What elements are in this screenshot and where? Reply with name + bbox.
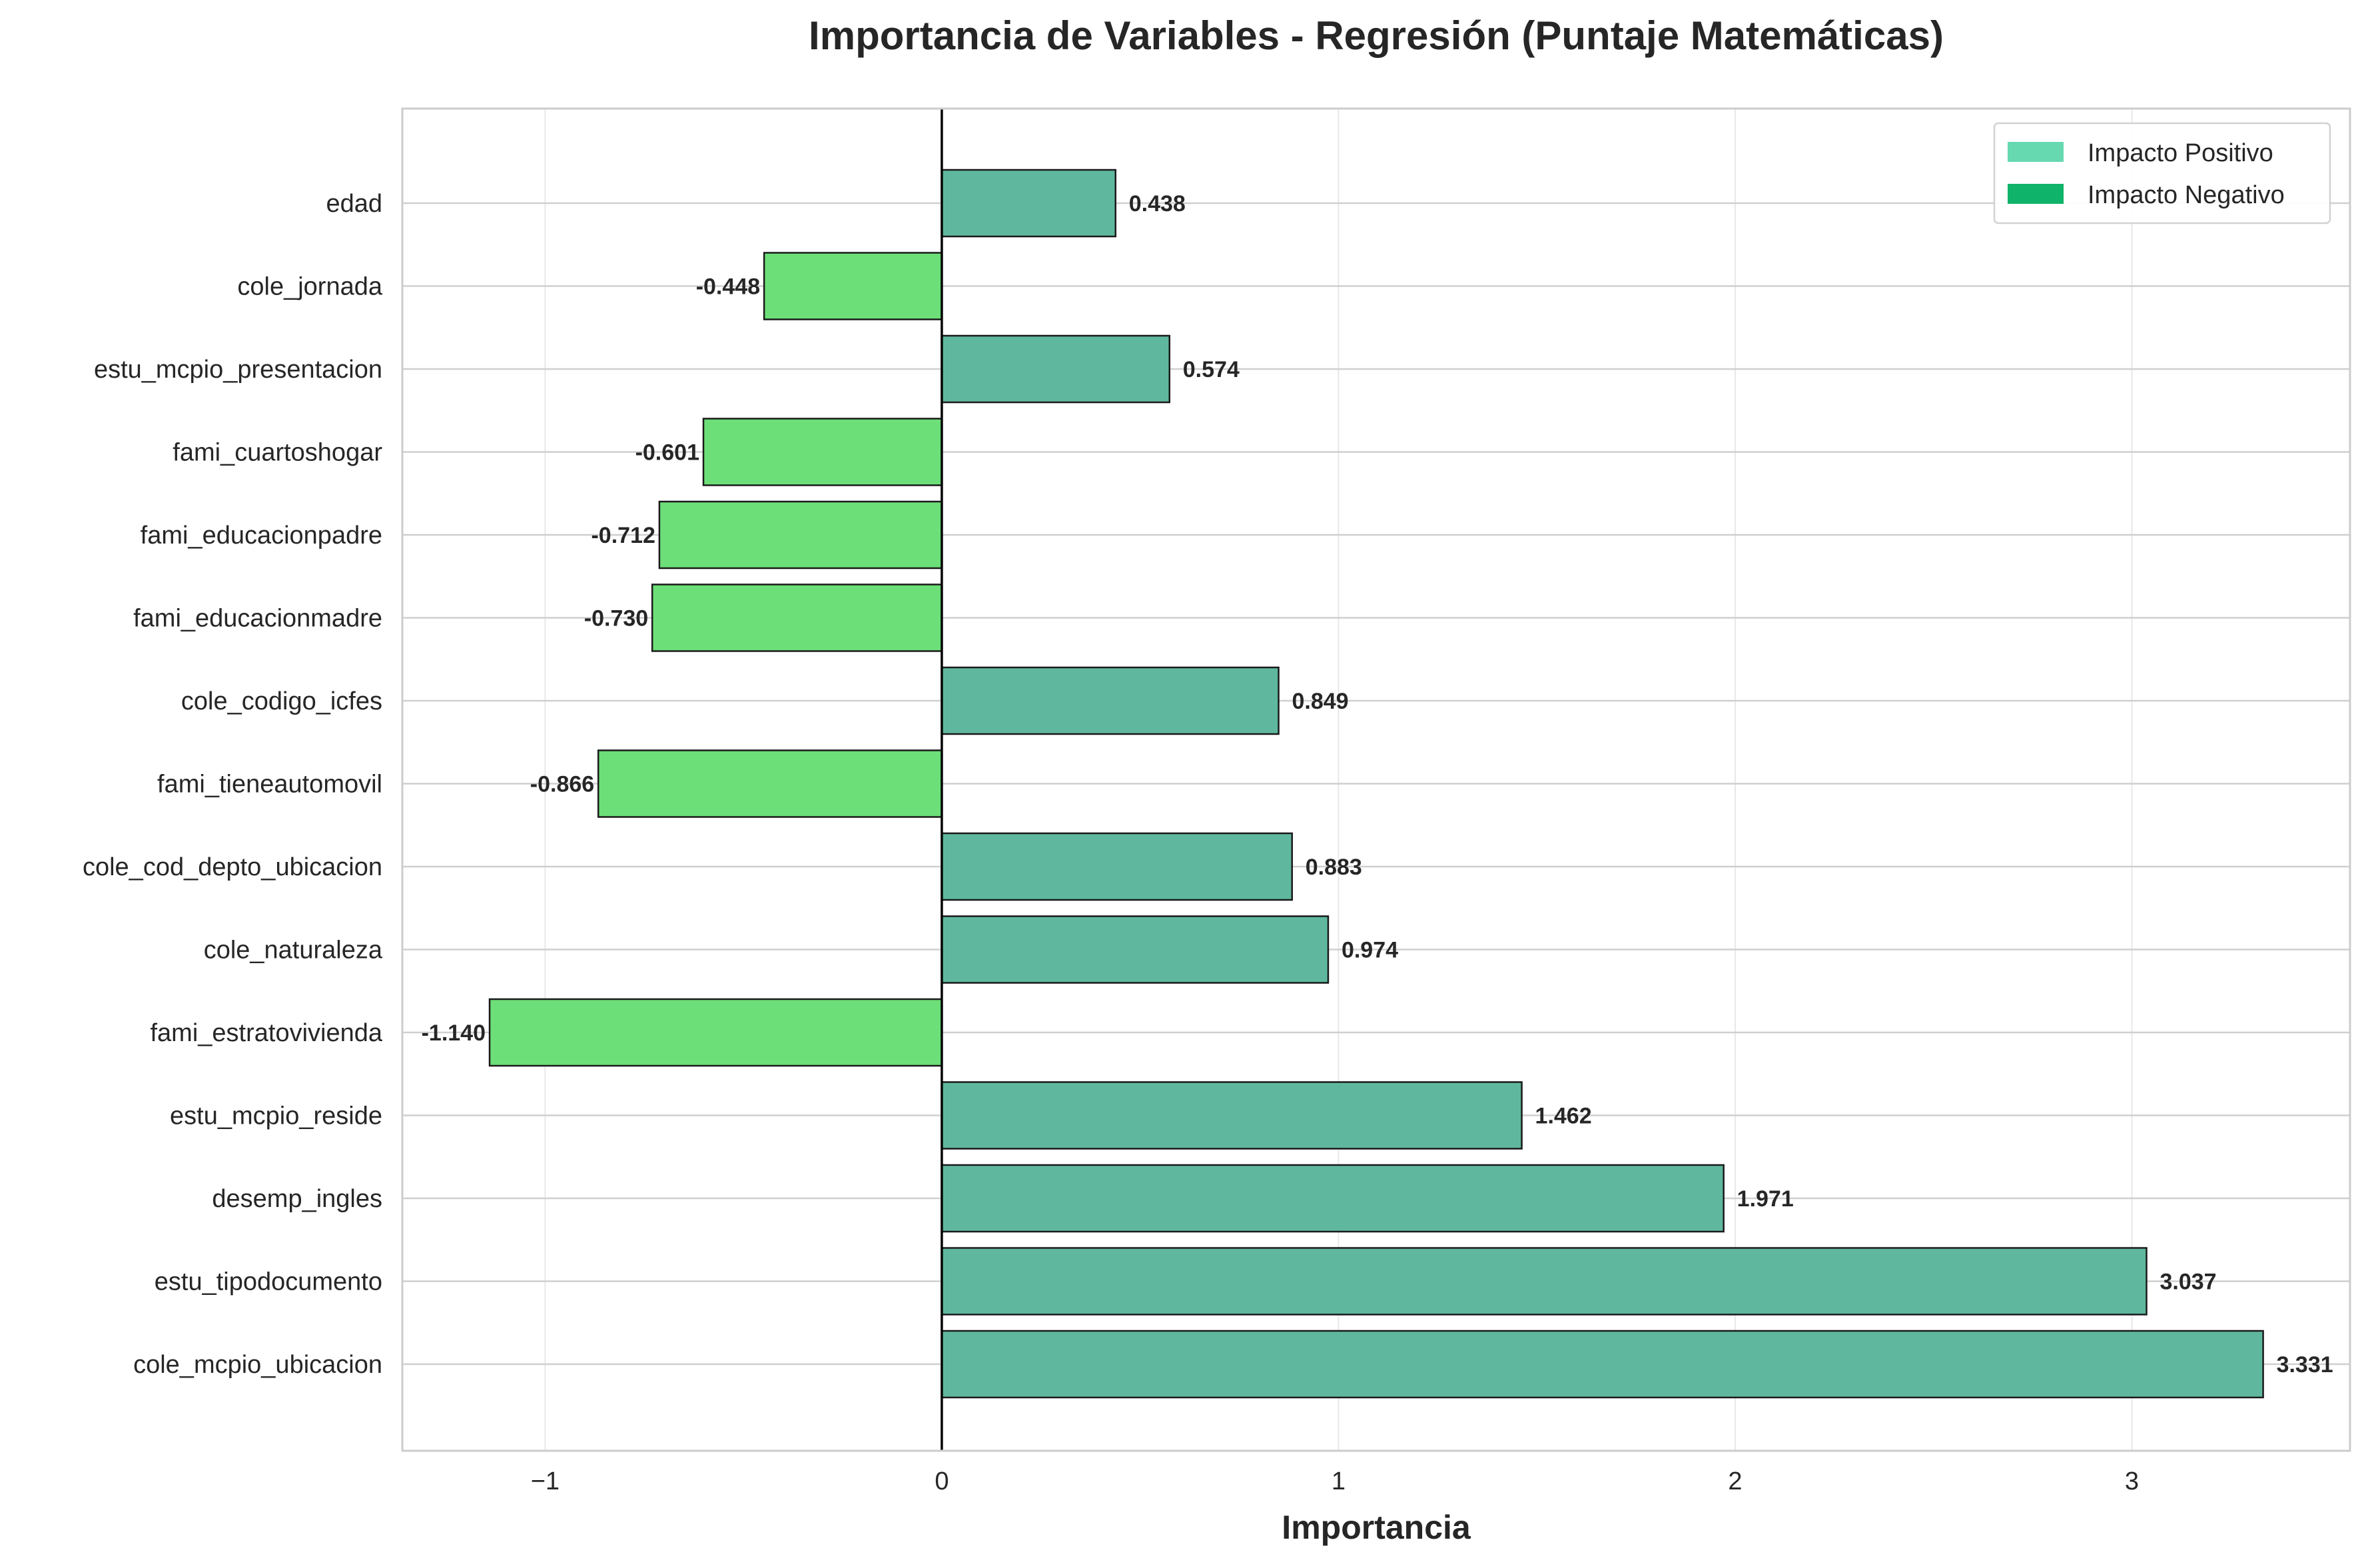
bar-cole_mcpio_ubicacion: [941, 1330, 2264, 1399]
legend-box: [1993, 122, 2331, 224]
y-tick-label: estu_mcpio_reside: [170, 1102, 382, 1130]
legend: Impacto Positivo Impacto Negativo: [1993, 122, 2331, 224]
value-label: 0.438: [1129, 191, 1186, 216]
bar-desemp_ingles: [941, 1164, 1725, 1233]
y-tick-label: fami_tieneautomovil: [157, 771, 382, 799]
value-label: 0.974: [1342, 938, 1398, 963]
bar-estu_tipodocumento: [941, 1247, 2148, 1316]
bar-fami_tieneautomovil: [597, 749, 943, 818]
y-tick-label: cole_jornada: [237, 273, 382, 301]
x-axis-label: Importancia: [1282, 1509, 1471, 1546]
legend-label: Impacto Positivo: [2088, 139, 2273, 167]
value-label: 0.849: [1292, 689, 1349, 714]
value-label: 3.037: [2160, 1270, 2216, 1295]
x-tick-label: 3: [2125, 1467, 2139, 1495]
value-label: 1.462: [1535, 1104, 1592, 1129]
value-label: 0.883: [1306, 855, 1362, 880]
bar-estu_mcpio_reside: [941, 1081, 1523, 1150]
value-label: -0.866: [530, 772, 594, 797]
x-tick-label: 2: [1728, 1467, 1742, 1495]
bar-fami_educacionpadre: [658, 500, 943, 570]
y-tick-label: fami_estratovivienda: [150, 1019, 382, 1047]
value-label: 3.331: [2277, 1352, 2333, 1377]
y-tick-label: estu_tipodocumento: [155, 1268, 382, 1296]
bar-cole_jornada: [763, 252, 943, 320]
value-label: -1.140: [422, 1020, 486, 1046]
value-label: -0.601: [635, 440, 699, 466]
value-label: -0.712: [591, 523, 655, 548]
bar-fami_estratovivienda: [488, 998, 943, 1067]
value-label: -0.730: [584, 606, 648, 631]
bar-fami_educacionmadre: [651, 584, 943, 652]
bar-fami_cuartoshogar: [702, 418, 943, 486]
value-label: 0.574: [1183, 357, 1240, 382]
bar-cole_codigo_icfes: [941, 666, 1280, 735]
value-label: 1.971: [1737, 1186, 1794, 1212]
legend-swatch: [2008, 184, 2064, 204]
y-tick-label: fami_cuartoshogar: [173, 439, 382, 467]
bar-cole_cod_depto_ubicacion: [941, 832, 1293, 901]
y-tick-label: cole_cod_depto_ubicacion: [83, 853, 382, 881]
value-label: -0.448: [696, 274, 760, 300]
bar-cole_naturaleza: [941, 915, 1330, 984]
y-tick-label: edad: [326, 190, 382, 218]
axes-frame: [401, 107, 2351, 1452]
y-tick-label: cole_mcpio_ubicacion: [133, 1351, 382, 1379]
y-tick-label: estu_mcpio_presentacion: [94, 356, 382, 384]
x-tick-label: −1: [531, 1467, 560, 1495]
y-tick-label: fami_educacionmadre: [133, 605, 382, 633]
plot-area: 0.438 -0.448 0.574 -0.601 -0.712 -0.730 0.849 -…: [83, 107, 2351, 1495]
y-tick-label: desemp_ingles: [212, 1185, 382, 1213]
legend-label: Impacto Negativo: [2088, 181, 2285, 209]
bar-edad: [941, 169, 1116, 238]
bar-estu_mcpio_presentacion: [941, 334, 1170, 404]
chart-title: Importancia de Variables - Regresión (Pu…: [809, 13, 1944, 58]
y-tick-label: fami_educacionpadre: [141, 522, 382, 550]
legend-swatch: [2008, 142, 2064, 162]
x-tick-label: 0: [935, 1467, 949, 1495]
x-tick-label: 1: [1332, 1467, 1346, 1495]
y-tick-label: cole_codigo_icfes: [181, 687, 382, 715]
y-tick-label: cole_naturaleza: [204, 937, 383, 965]
